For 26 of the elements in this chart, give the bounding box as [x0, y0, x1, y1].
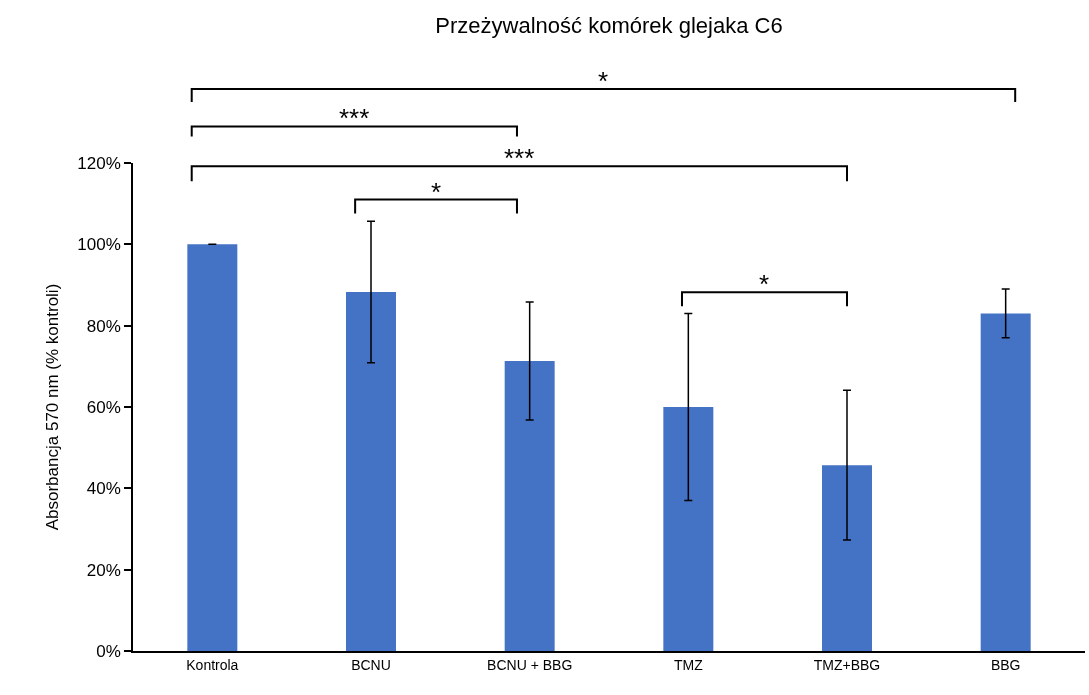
bar [346, 291, 396, 651]
bar [504, 361, 555, 651]
chart-title: Przeżywalność komórek glejaka C6 [435, 12, 783, 38]
bar [663, 407, 714, 651]
bar [980, 313, 1031, 651]
annotation: * [431, 177, 442, 207]
bar [187, 244, 238, 651]
x-tick-label: BCNU + BBG [487, 656, 573, 673]
y-axis-title: Absorbancja 570 nm (% kontroli) [43, 283, 63, 531]
y-tick-label: 0% [96, 641, 121, 661]
y-tick-label: 80% [86, 316, 121, 336]
x-tick-label: Kontrola [186, 656, 239, 673]
y-tick-label: 40% [86, 479, 121, 499]
annotation: *** [504, 143, 535, 173]
y-tick-label: 100% [77, 235, 121, 255]
y-tick-label: 120% [77, 153, 121, 173]
x-tick-label: BBG [990, 656, 1021, 673]
y-tick-label: 20% [86, 560, 121, 580]
y-tick-label: 60% [86, 397, 121, 417]
text: * [598, 66, 609, 96]
x-tick-label: BCNU [351, 656, 391, 673]
text: *** [339, 103, 370, 133]
x-tick-label: TMZ [673, 656, 704, 673]
bar [822, 465, 872, 651]
annotation: * [759, 269, 770, 299]
x-tick-label: TMZ+BBG [813, 656, 881, 673]
